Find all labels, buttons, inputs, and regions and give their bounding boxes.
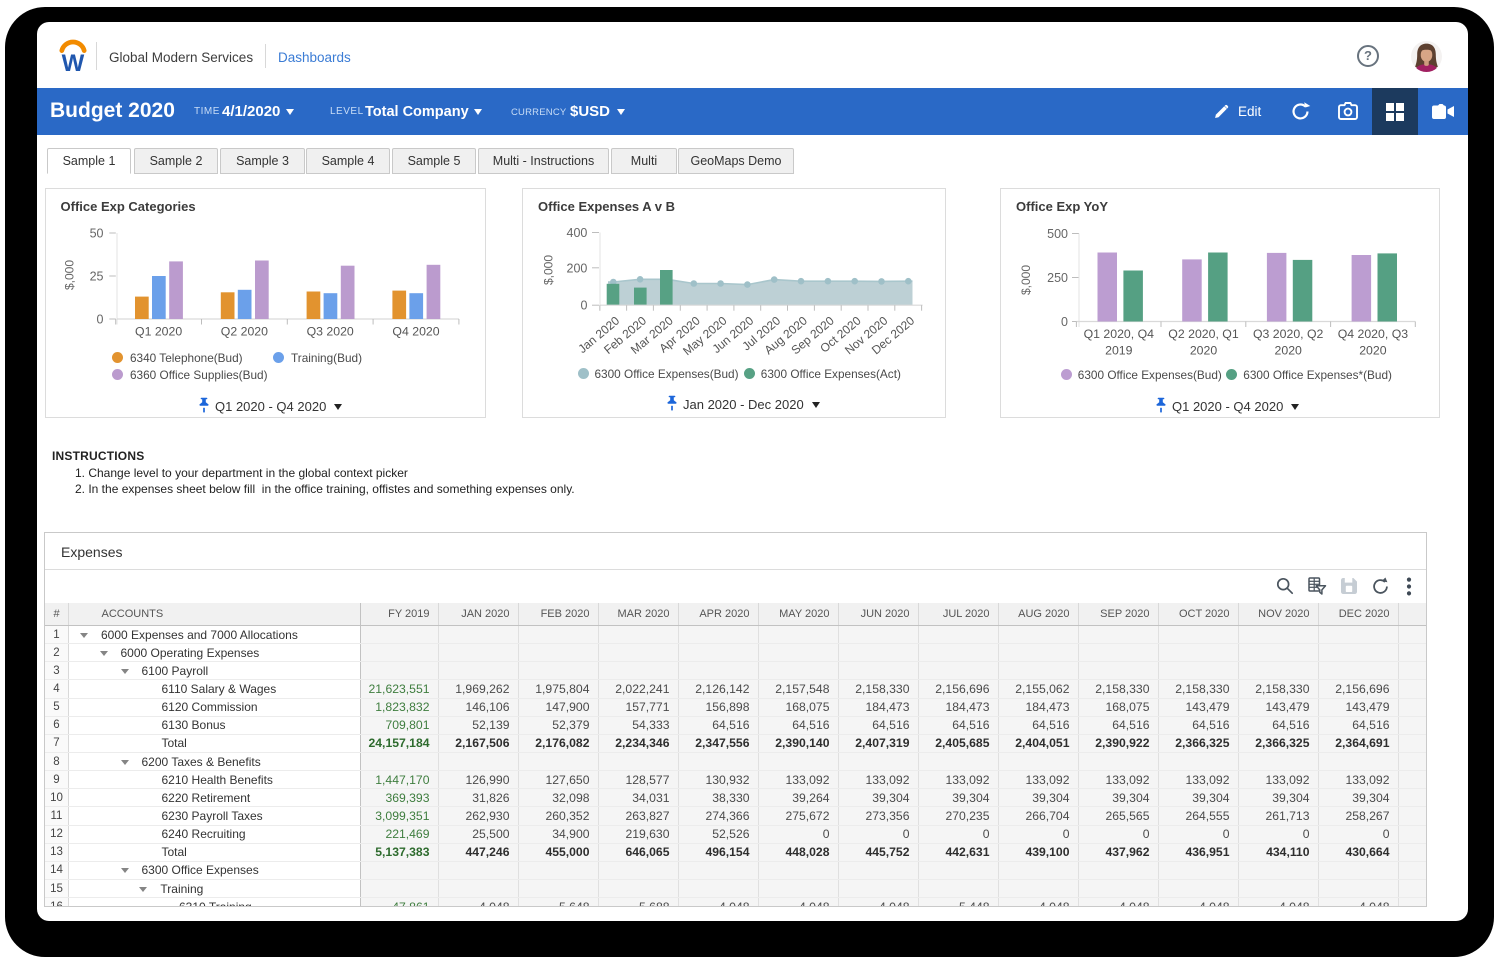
svg-text:400: 400 (567, 226, 588, 240)
svg-text:250: 250 (1047, 271, 1068, 285)
svg-text:0: 0 (580, 298, 587, 312)
svg-text:2019: 2019 (1105, 343, 1133, 357)
svg-text:50: 50 (89, 226, 103, 240)
svg-text:Q2 2020: Q2 2020 (220, 324, 267, 338)
svg-text:Q1 2020, Q4: Q1 2020, Q4 (1084, 327, 1155, 341)
svg-text:$,000: $,000 (62, 259, 76, 289)
svg-text:Q2 2020, Q1: Q2 2020, Q1 (1168, 327, 1239, 341)
svg-text:Q4 2020: Q4 2020 (392, 324, 439, 338)
svg-text:25: 25 (89, 269, 103, 283)
svg-text:$,000: $,000 (1019, 264, 1033, 294)
svg-text:W: W (62, 50, 85, 74)
svg-text:Q3 2020, Q2: Q3 2020, Q2 (1253, 327, 1324, 341)
svg-text:2020: 2020 (1275, 343, 1303, 357)
svg-text:500: 500 (1047, 227, 1068, 241)
svg-text:2020: 2020 (1190, 343, 1218, 357)
svg-text:Q3 2020: Q3 2020 (306, 324, 353, 338)
svg-text:Q4 2020, Q3: Q4 2020, Q3 (1338, 327, 1409, 341)
svg-text:2020: 2020 (1359, 343, 1387, 357)
svg-text:0: 0 (96, 312, 103, 326)
svg-text:$,000: $,000 (542, 254, 556, 284)
svg-text:0: 0 (1061, 315, 1068, 329)
svg-text:Q1 2020: Q1 2020 (135, 324, 182, 338)
svg-text:200: 200 (567, 261, 588, 275)
